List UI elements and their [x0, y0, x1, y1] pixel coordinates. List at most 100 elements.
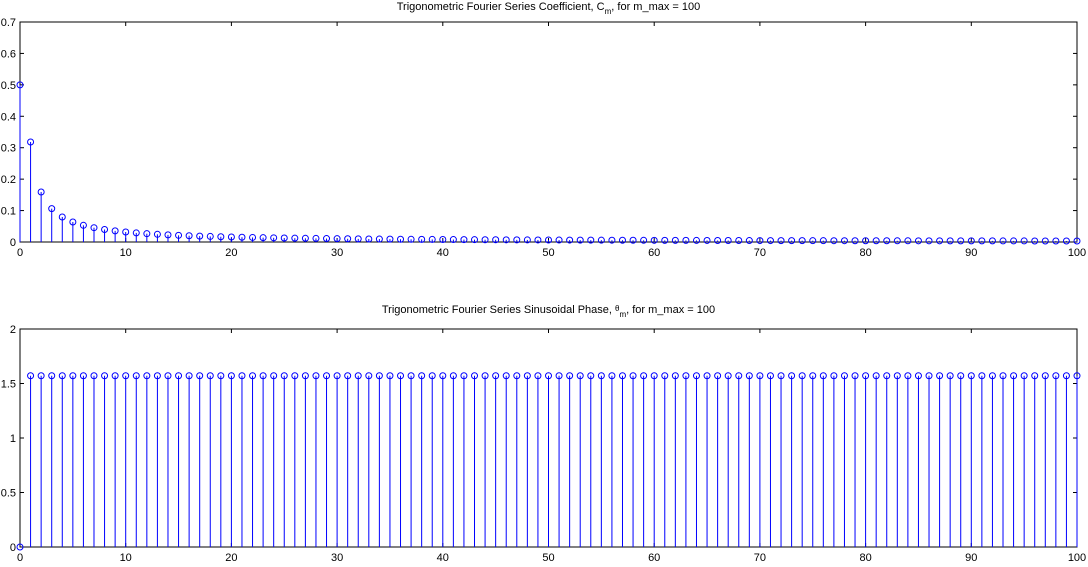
stem-marker	[418, 235, 426, 243]
x-tick-label: 90	[965, 552, 977, 562]
stem-marker	[851, 237, 859, 245]
stem-marker	[227, 372, 235, 380]
stem-marker	[175, 372, 183, 380]
stem-marker	[27, 138, 35, 146]
stem-marker	[777, 237, 785, 245]
stem-marker	[492, 372, 500, 380]
stem-marker	[714, 372, 722, 380]
stem-marker	[936, 237, 944, 245]
stem-marker	[999, 372, 1007, 380]
stem-marker	[597, 236, 605, 244]
x-tick-label: 70	[754, 552, 766, 562]
stem-marker	[143, 372, 151, 380]
x-tick-label: 30	[331, 552, 343, 562]
stem-marker	[618, 372, 626, 380]
stem-marker	[375, 372, 383, 380]
stem-marker	[714, 236, 722, 244]
stem-marker	[460, 236, 468, 244]
stem-marker	[555, 236, 563, 244]
stem-marker	[914, 237, 922, 245]
stem-marker	[904, 237, 912, 245]
stem-marker	[1062, 237, 1070, 245]
stem-marker	[692, 236, 700, 244]
stem-marker	[576, 236, 584, 244]
stem-marker	[185, 232, 193, 240]
stem-marker	[576, 372, 584, 380]
stem-marker	[999, 237, 1007, 245]
chart-title: Trigonometric Fourier Series Sinusoidal …	[382, 304, 715, 319]
stem-marker	[862, 237, 870, 245]
stem-marker	[608, 372, 616, 380]
stem-marker	[840, 372, 848, 380]
stem-marker	[545, 236, 552, 244]
stem-marker	[640, 236, 648, 244]
stem-marker	[872, 237, 880, 245]
stem-marker	[809, 237, 817, 245]
x-tick-label: 80	[859, 247, 871, 259]
stem-marker	[671, 236, 679, 244]
stem-marker	[280, 234, 288, 242]
stem-marker	[354, 372, 362, 380]
stem-marker	[587, 372, 595, 380]
stem-marker	[925, 237, 933, 245]
stem-marker	[375, 235, 383, 243]
stem-marker	[58, 372, 66, 380]
stem-marker	[249, 372, 257, 380]
stem-marker	[259, 372, 267, 380]
stem-marker	[333, 372, 341, 380]
stem-marker	[365, 372, 373, 380]
stem-marker	[883, 237, 891, 245]
y-tick-label: 0.7	[1, 17, 16, 29]
stem-marker	[756, 372, 764, 380]
stem-marker	[90, 224, 98, 232]
stem-marker	[312, 234, 320, 242]
stem-marker	[745, 237, 753, 245]
y-tick-label: 0	[10, 542, 16, 554]
stem-marker	[48, 372, 56, 380]
stem-marker	[1062, 372, 1070, 380]
stem-marker	[227, 233, 235, 241]
stem-marker	[555, 372, 563, 380]
stem-marker	[238, 372, 246, 380]
stem-marker	[893, 372, 901, 380]
stem-marker	[69, 372, 77, 380]
stem-marker	[164, 372, 172, 380]
stem-marker	[1031, 372, 1039, 380]
stem-marker	[872, 372, 880, 380]
x-tick-label: 0	[17, 247, 23, 259]
stem-marker	[640, 372, 648, 380]
stem-marker	[37, 188, 45, 196]
stem-marker	[756, 237, 764, 245]
stem-marker	[206, 232, 214, 240]
stem-marker	[766, 237, 774, 245]
stem-marker	[471, 236, 479, 244]
stem-marker	[301, 372, 309, 380]
stem-marker	[618, 236, 626, 244]
stem-marker	[819, 237, 827, 245]
stem-marker	[175, 231, 183, 239]
stem-marker	[439, 372, 447, 380]
stem-marker	[904, 372, 912, 380]
stem-marker	[597, 372, 605, 380]
stem-marker	[101, 225, 109, 233]
stem-marker	[132, 372, 140, 380]
x-tick-label: 90	[965, 247, 977, 259]
stem-marker	[830, 372, 838, 380]
stem-marker	[513, 236, 521, 244]
stem-marker	[661, 372, 669, 380]
x-tick-label: 70	[754, 247, 766, 259]
x-tick-label: 80	[859, 552, 871, 562]
stem-marker	[418, 372, 426, 380]
stem-marker	[164, 231, 172, 239]
stem-marker	[703, 236, 711, 244]
stem-marker	[153, 372, 161, 380]
x-tick-label: 50	[542, 247, 554, 259]
stem-marker	[893, 237, 901, 245]
stem-marker	[978, 237, 986, 245]
y-tick-label: 1.5	[1, 379, 16, 391]
stem-marker	[862, 372, 870, 380]
stem-marker	[671, 372, 679, 380]
stem-marker	[471, 372, 479, 380]
stem-marker	[249, 233, 257, 241]
